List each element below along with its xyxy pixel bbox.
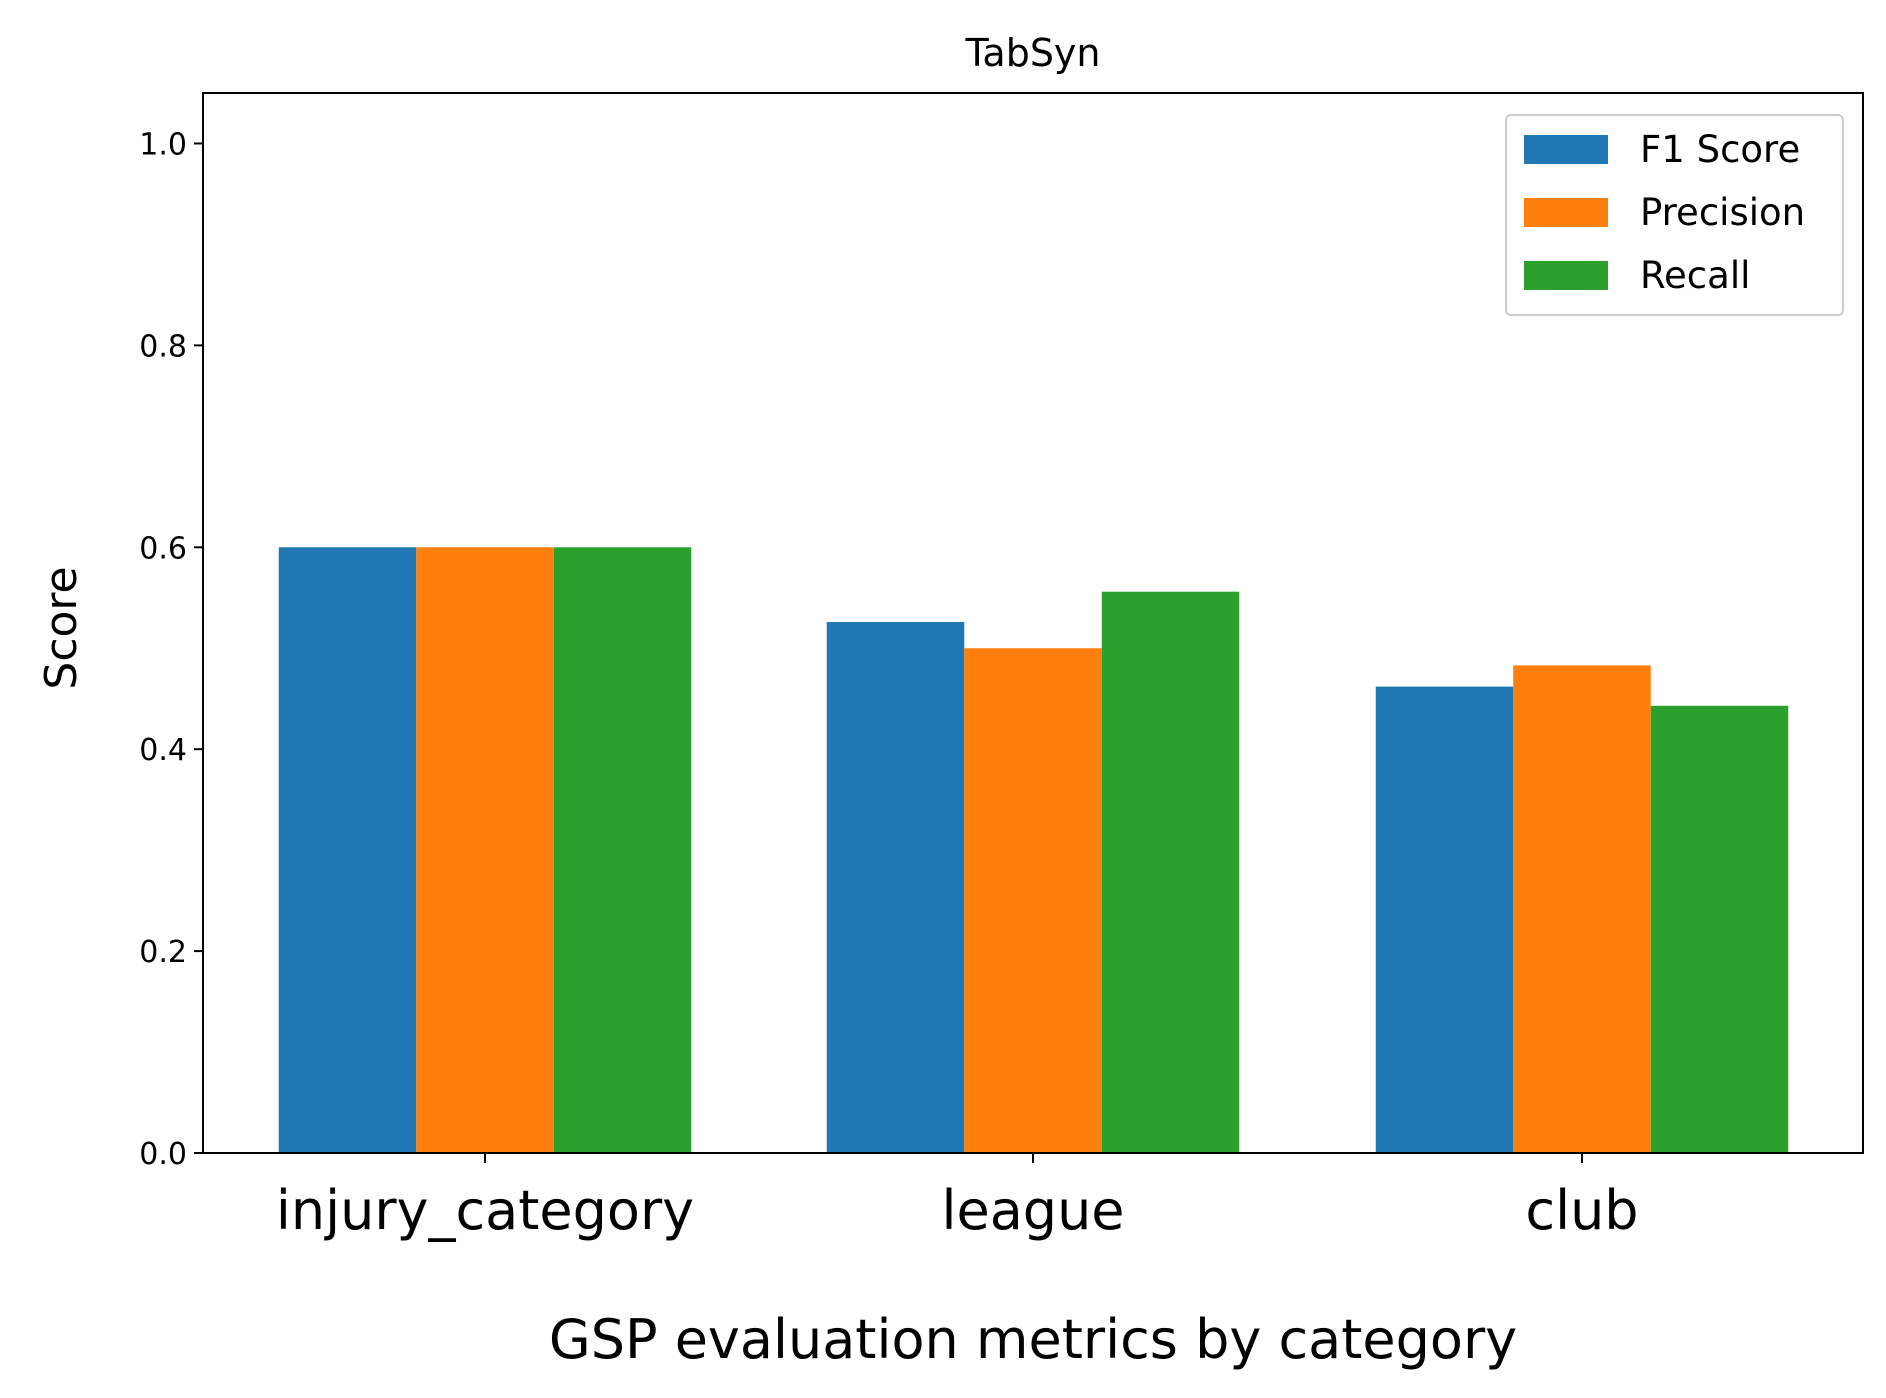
- bar-f1-score-club: [1375, 686, 1514, 1153]
- x-axis: injury_category league club: [276, 1153, 1639, 1242]
- y-tick-label: 0.2: [139, 935, 187, 970]
- y-tick-label: 0.8: [139, 329, 187, 364]
- bar-f1-score-injury-category: [278, 547, 417, 1153]
- bar-recall-club: [1650, 705, 1789, 1153]
- legend-entry-label: Precision: [1640, 191, 1805, 234]
- y-axis: 0.0 0.2 0.4 0.6 0.8 1.0: [139, 127, 203, 1172]
- y-tick-label: 1.0: [139, 127, 187, 162]
- legend: F1 Score Precision Recall: [1505, 114, 1844, 316]
- legend-swatch: [1524, 198, 1608, 227]
- x-tick-label: league: [941, 1179, 1124, 1242]
- x-tick-label: injury_category: [276, 1179, 694, 1242]
- legend-entry-label: F1 Score: [1640, 128, 1800, 171]
- bar-recall-league: [1101, 591, 1240, 1153]
- legend-swatch: [1524, 135, 1608, 164]
- x-axis-label: GSP evaluation metrics by category: [549, 1308, 1517, 1371]
- chart-title: TabSyn: [964, 31, 1100, 75]
- bar-recall-injury-category: [553, 547, 692, 1153]
- legend-swatch: [1524, 261, 1608, 290]
- y-axis-label: Score: [36, 566, 87, 689]
- y-tick-label: 0.4: [139, 733, 187, 768]
- y-tick-label: 0.6: [139, 531, 187, 566]
- bar-precision-injury-category: [416, 547, 554, 1153]
- bars-layer: [278, 547, 1789, 1153]
- y-tick-label: 0.0: [139, 1137, 187, 1172]
- bar-precision-league: [964, 648, 1102, 1153]
- legend-entry-label: Recall: [1640, 254, 1750, 297]
- bar-precision-club: [1513, 665, 1651, 1153]
- bar-f1-score-league: [826, 621, 965, 1153]
- x-tick-label: club: [1525, 1179, 1638, 1242]
